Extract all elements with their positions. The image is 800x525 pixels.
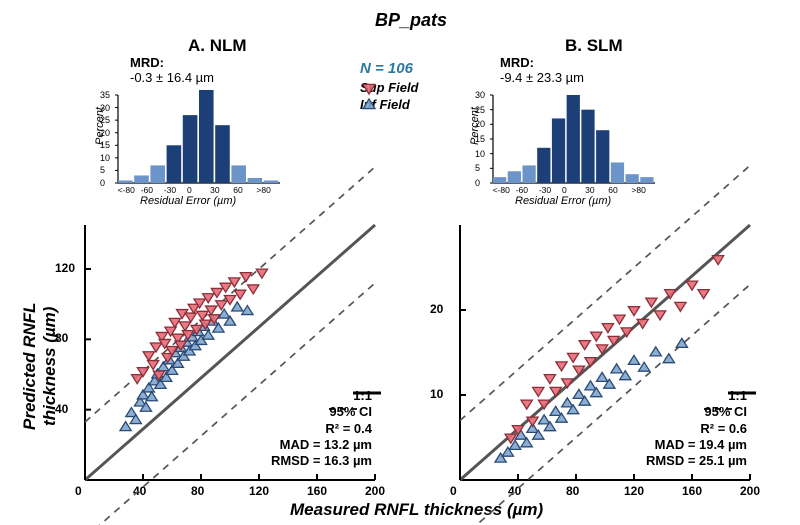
figure-root: BP_patsN = 106Sup FieldInf FieldMeasured…: [0, 0, 800, 525]
histogram-A: [100, 95, 280, 195]
histogram-B: [475, 95, 655, 195]
